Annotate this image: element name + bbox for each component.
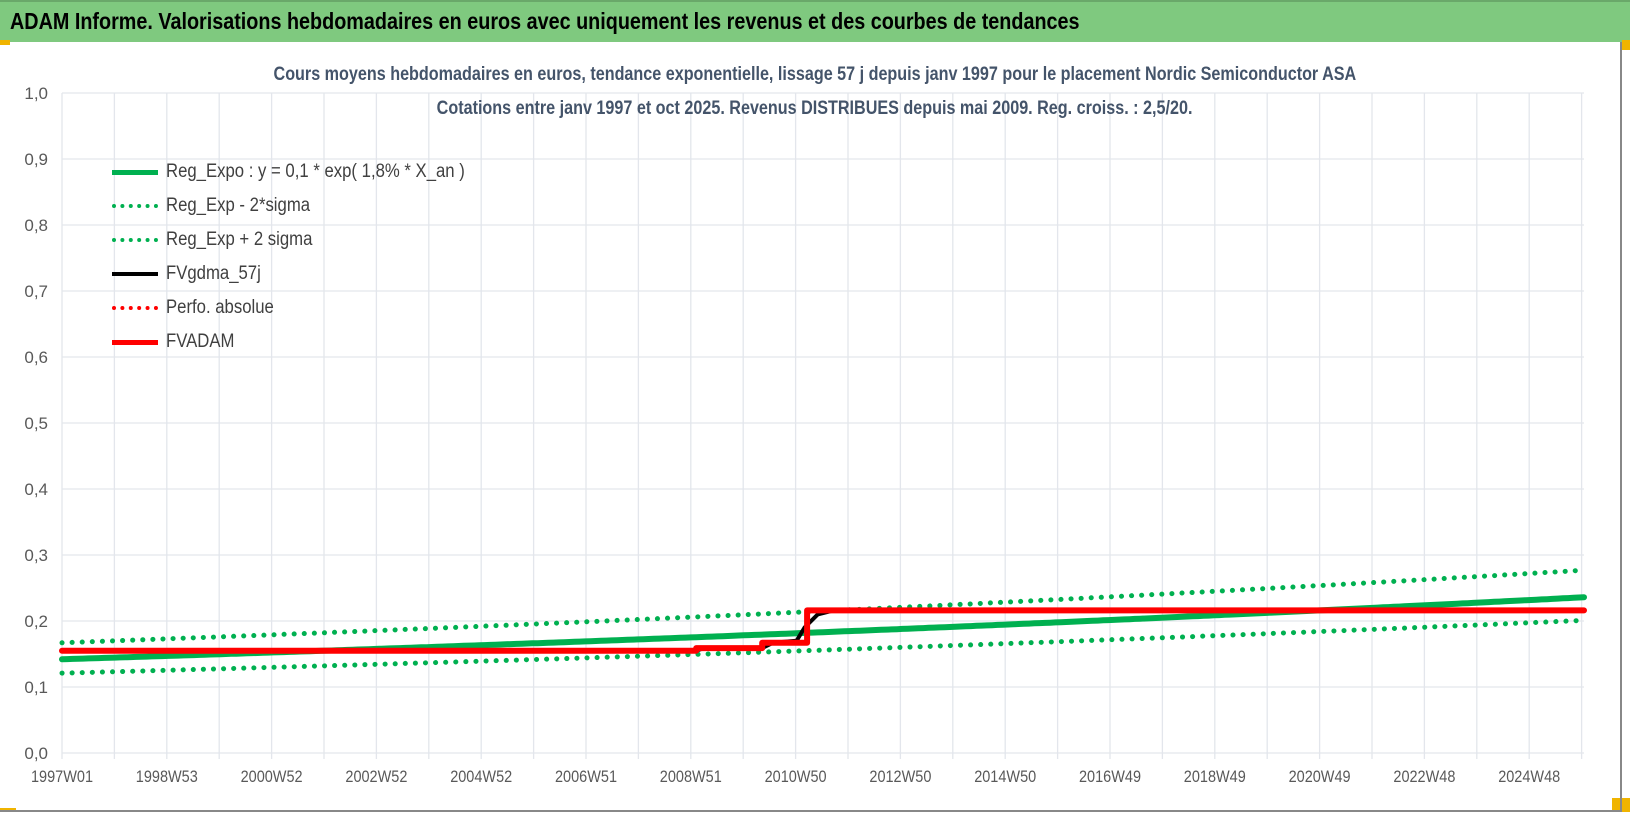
x-tick-label: 2010W50 (765, 767, 827, 786)
series-line-fvadam-5 (59, 607, 1587, 654)
y-tick-label: 0,1 (24, 678, 48, 697)
x-tick-label: 2022W48 (1393, 767, 1455, 786)
x-tick-label: 2018W49 (1184, 767, 1246, 786)
legend-item: FVgdma_57j (112, 257, 506, 291)
y-tick-label: 0,5 (24, 414, 48, 433)
x-tick-label: 2024W48 (1498, 767, 1560, 786)
y-tick-label: 0,6 (24, 348, 48, 367)
x-tick-label: 1997W01 (31, 767, 93, 786)
chart-area (0, 42, 1622, 812)
legend-label: FVgdma_57j (166, 263, 261, 284)
y-tick-label: 0,0 (24, 744, 48, 763)
legend-label: Reg_Exp + 2 sigma (166, 229, 313, 250)
x-tick-label: 2006W51 (555, 767, 617, 786)
y-tick-label: 0,3 (24, 546, 48, 565)
legend-item: Reg_Exp + 2 sigma (112, 223, 506, 257)
legend-item: Reg_Expo : y = 0,1 * exp( 1,8% * X_an ) (112, 155, 506, 189)
y-tick-label: 0,8 (24, 216, 48, 235)
y-tick-label: 0,4 (24, 480, 48, 499)
x-tick-label: 2014W50 (974, 767, 1036, 786)
legend-label: FVADAM (166, 331, 235, 352)
x-tick-label: 2016W49 (1079, 767, 1141, 786)
legend-swatch (112, 306, 158, 310)
x-tick-label: 2004W52 (450, 767, 512, 786)
legend-label: Reg_Exp - 2*sigma (166, 195, 311, 216)
y-tick-label: 0,2 (24, 612, 48, 631)
y-tick-label: 1,0 (24, 84, 48, 103)
x-tick-label: 2000W52 (241, 767, 303, 786)
report-header: ADAM Informe. Valorisations hebdomadaire… (0, 0, 1630, 42)
legend-swatch (112, 238, 158, 242)
report-title: ADAM Informe. Valorisations hebdomadaire… (10, 8, 1080, 34)
series-line-reg-exp-1 (59, 617, 1587, 676)
legend-swatch (112, 204, 158, 208)
legend-item: FVADAM (112, 325, 506, 359)
y-tick-label: 0,9 (24, 150, 48, 169)
x-tick-label: 2002W52 (345, 767, 407, 786)
legend-item: Perfo. absolue (112, 291, 506, 325)
legend-swatch (112, 272, 158, 276)
y-tick-label: 0,7 (24, 282, 48, 301)
legend-label: Perfo. absolue (166, 297, 274, 318)
x-tick-label: 2008W51 (660, 767, 722, 786)
x-tick-label: 2012W50 (869, 767, 931, 786)
x-tick-label: 1998W53 (136, 767, 198, 786)
legend-item: Reg_Exp - 2*sigma (112, 189, 506, 223)
legend-label: Reg_Expo : y = 0,1 * exp( 1,8% * X_an ) (166, 161, 465, 182)
x-tick-label: 2020W49 (1289, 767, 1351, 786)
chart-legend: Reg_Expo : y = 0,1 * exp( 1,8% * X_an ) R… (112, 155, 506, 359)
resize-handle-left[interactable] (0, 40, 10, 45)
legend-swatch (112, 169, 158, 175)
chart-title: Cours moyens hebdomadaires en euros, ten… (273, 64, 1357, 85)
legend-swatch (112, 339, 158, 345)
series-line-reg-exp-2 (59, 567, 1587, 646)
chart-subtitle: Cotations entre janv 1997 et oct 2025. R… (437, 98, 1193, 119)
resize-handle-right[interactable] (1622, 40, 1630, 50)
